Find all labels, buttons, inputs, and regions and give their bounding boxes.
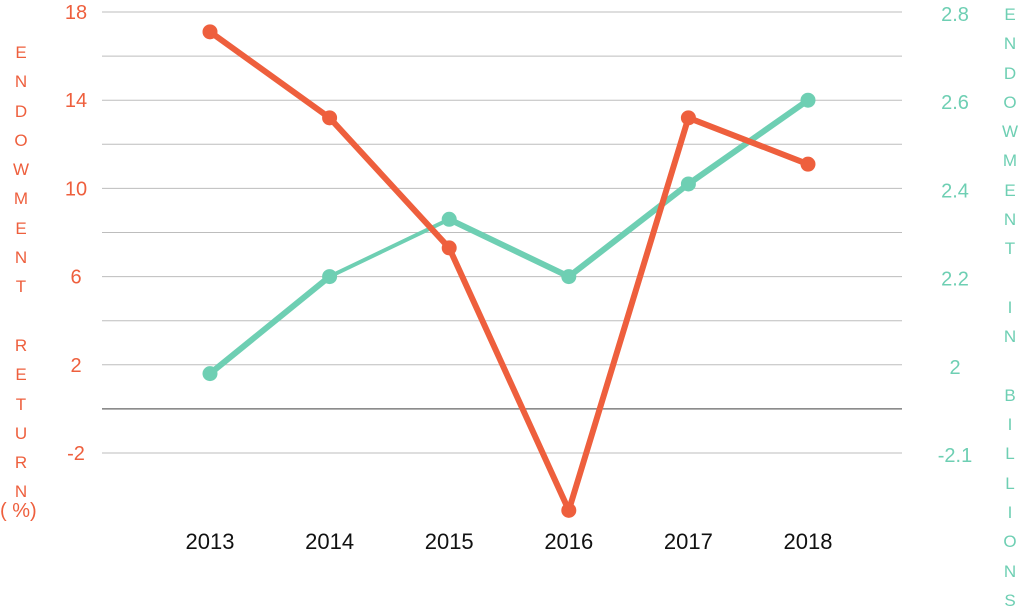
- x-tick-label: 2015: [425, 529, 474, 554]
- data-point: [561, 502, 577, 518]
- left-tick-label: 6: [70, 267, 81, 289]
- data-point: [322, 269, 338, 285]
- data-point: [680, 110, 696, 126]
- data-point: [800, 156, 816, 172]
- data-point: [441, 240, 457, 256]
- x-tick-label: 2017: [664, 529, 713, 554]
- x-tick-label: 2014: [305, 529, 354, 554]
- series-layer: [202, 24, 816, 518]
- left-axis-ticks: 18 14 10 6 2 -2: [65, 2, 87, 465]
- x-axis-ticks: 2013 2014 2015 2016 2017 2018: [186, 529, 833, 554]
- series-segment: [446, 216, 572, 280]
- left-tick-label: 10: [65, 178, 87, 200]
- data-point: [680, 176, 696, 192]
- series-left: [202, 24, 816, 518]
- x-tick-label: 2018: [784, 529, 833, 554]
- series-segment: [207, 273, 333, 377]
- series-segment: [685, 114, 811, 168]
- data-point: [322, 110, 338, 126]
- data-point: [202, 366, 218, 382]
- right-tick-label: 2.6: [941, 92, 969, 114]
- right-tick-label: 2.8: [941, 4, 969, 26]
- left-tick-label: 18: [65, 2, 87, 24]
- series-segment: [565, 180, 692, 280]
- right-tick-label: -2.1: [938, 445, 972, 467]
- data-point: [561, 269, 577, 285]
- grid-lines: [102, 11, 902, 454]
- right-tick-label: 2.4: [941, 180, 969, 202]
- left-tick-label: 14: [65, 90, 87, 112]
- right-axis-ticks: 2.8 2.6 2.4 2.2 2 -2.1: [938, 4, 972, 467]
- right-tick-label: 2.2: [941, 269, 969, 291]
- right-tick-label: 2: [949, 357, 960, 379]
- data-point: [202, 24, 218, 40]
- x-tick-label: 2016: [544, 529, 593, 554]
- series-segment: [565, 114, 692, 514]
- left-tick-label: 2: [70, 355, 81, 377]
- data-point: [441, 211, 457, 227]
- x-tick-label: 2013: [186, 529, 235, 554]
- series-segment: [446, 244, 572, 514]
- series-segment: [326, 114, 453, 251]
- data-point: [800, 92, 816, 108]
- series-right: [202, 92, 816, 382]
- left-tick-label: -2: [67, 443, 85, 465]
- series-segment: [207, 28, 333, 121]
- left-axis-unit: ( %): [0, 500, 37, 522]
